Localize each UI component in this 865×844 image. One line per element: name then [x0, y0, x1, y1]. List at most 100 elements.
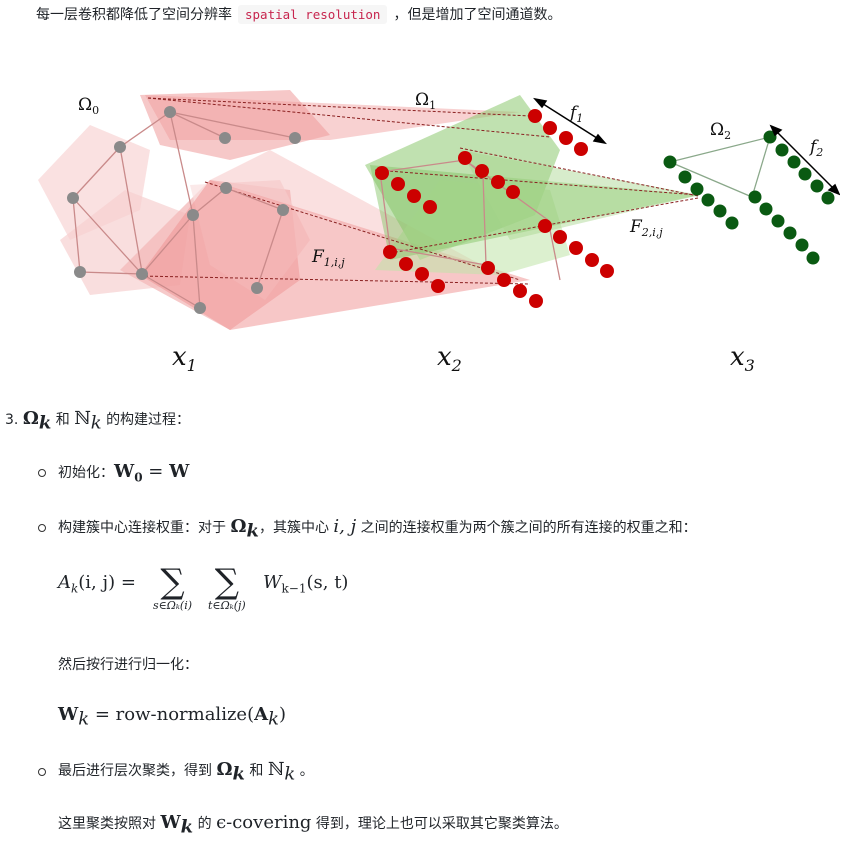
omega-k-symbol: Ωk [22, 408, 52, 434]
omega2-label: Ω2 [710, 120, 731, 142]
gray-node [251, 282, 263, 294]
figure-labels: Ω0 Ω1 Ω2 f1 f2 F1,i,j F2,i,j x1 x2 x3 [78, 90, 823, 375]
f1-label: f1 [568, 103, 583, 125]
green-node [775, 143, 789, 157]
green-node [771, 214, 785, 228]
figure-dashes [139, 97, 699, 285]
bullet3-omega: Ωk [216, 759, 245, 785]
green-node [748, 190, 762, 204]
red-node [585, 253, 599, 267]
x2-label: x2 [437, 342, 462, 375]
item3-heading: 3. Ωk 和 ℕk 的构建过程： [5, 409, 190, 434]
red-node [538, 219, 552, 233]
bullet2-omega: Ωk [230, 516, 259, 542]
green-cone-1 [370, 165, 700, 260]
bullet3-before: 最后进行层次聚类，得到 [58, 763, 212, 779]
red-node [497, 273, 511, 287]
gray-node [74, 266, 86, 278]
red-cone-1 [145, 95, 520, 140]
gray-node [67, 192, 79, 204]
green-node [678, 170, 692, 184]
bullet-cluster-weights: 构建簇中心连接权重：对于 Ωk，其簇中心 i, j 之间的连接权重为两个簇之间的… [58, 517, 697, 542]
x3-label: x3 [730, 342, 755, 375]
red-node [399, 257, 413, 271]
bullet3-and: 和 [249, 763, 264, 779]
gray-node [194, 302, 206, 314]
bullet-marker-2 [38, 524, 46, 532]
red-node [415, 267, 429, 281]
red-node [383, 245, 397, 259]
red-node [491, 175, 505, 189]
gray-node [220, 182, 232, 194]
bullet3-nk: ℕk [267, 759, 296, 785]
green-node [663, 155, 677, 169]
bullet3-after: 。 [299, 763, 314, 779]
closing-line: 这里聚类按照对 Wk 的 ϵ-covering 得到，理论上也可以采取其它聚类算… [58, 813, 568, 838]
formula-a: Ak(i, j) = ∑ s∈Ωₖ(i) ∑ t∈Ωₖ(j) Wk−1(s, t… [58, 565, 378, 625]
omega1-label: Ω1 [415, 90, 436, 112]
gray-node [114, 141, 126, 153]
w-symbol: W [169, 461, 190, 482]
red-node [391, 177, 405, 191]
bullet2-before: 构建簇中心连接权重：对于 [58, 520, 226, 536]
green-node [810, 179, 824, 193]
green-node [759, 202, 773, 216]
green-node [783, 226, 797, 240]
red-node [553, 230, 567, 244]
figure-nodes [67, 106, 835, 314]
bullet2-middle: ，其簇中心 [258, 520, 329, 536]
red-node [574, 142, 588, 156]
green-node [806, 251, 820, 265]
red-node [481, 261, 495, 275]
inline-code: spatial resolution [238, 5, 388, 24]
nk-symbol: ℕk [74, 408, 102, 434]
bullet2-ij: i, j [333, 516, 357, 537]
green-node [701, 193, 715, 207]
formula-w: Wk = row-normalize(Ak) [58, 704, 287, 730]
gray-node [164, 106, 176, 118]
red-node [458, 151, 472, 165]
gray-node [219, 132, 231, 144]
normalize-text: 然后按行进行归一化： [58, 657, 198, 673]
graph-pooling-figure: Ω0 Ω1 Ω2 f1 f2 F1,i,j F2,i,j x1 x2 x3 [38, 90, 840, 375]
item3-rest: 的构建过程： [106, 412, 191, 428]
green-region-2 [375, 180, 570, 275]
red-node [407, 189, 421, 203]
red-node [506, 185, 520, 199]
bullet-init: 初始化：W0 = W [58, 462, 189, 488]
green-node [798, 167, 812, 181]
figure-polygons [38, 90, 700, 330]
bullet-hierarchical: 最后进行层次聚类，得到 Ωk 和 ℕk 。 [58, 760, 314, 785]
figure-arrows [533, 97, 840, 196]
sum-2: ∑ t∈Ωₖ(j) [208, 562, 246, 612]
sum-1: ∑ s∈Ωₖ(i) [153, 562, 193, 612]
init-eq: = [142, 461, 170, 482]
intro-text-after: ，但是增加了空间通道数。 [393, 7, 562, 23]
red-node [423, 200, 437, 214]
item3-number: 3. [5, 412, 19, 428]
red-node [475, 164, 489, 178]
red-node [513, 284, 527, 298]
gray-node [136, 268, 148, 280]
green-node [690, 182, 704, 196]
red-node [529, 294, 543, 308]
red-cone-2 [140, 180, 530, 330]
formula-a-lhs: Ak(i, j) = [58, 572, 136, 596]
red-node [528, 109, 542, 123]
F2-label: F2,i,j [629, 217, 663, 239]
closing-w: Wk [160, 812, 194, 838]
item3-and: 和 [55, 412, 70, 428]
green-cone-2 [460, 150, 700, 240]
red-node [375, 166, 389, 180]
green-node [725, 216, 739, 230]
intro-line: 每一层卷积都降低了空间分辨率 spatial resolution ，但是增加了空间… [36, 5, 561, 25]
gray-node [289, 132, 301, 144]
red-node [600, 264, 614, 278]
figure-edges-green [669, 136, 771, 198]
red-node [569, 241, 583, 255]
omega0-label: Ω0 [78, 95, 99, 117]
closing-before: 这里聚类按照对 [58, 816, 156, 832]
intro-text-before: 每一层卷积都降低了空间分辨率 [36, 7, 232, 23]
green-node [787, 155, 801, 169]
closing-eps: ϵ-covering [216, 812, 312, 833]
